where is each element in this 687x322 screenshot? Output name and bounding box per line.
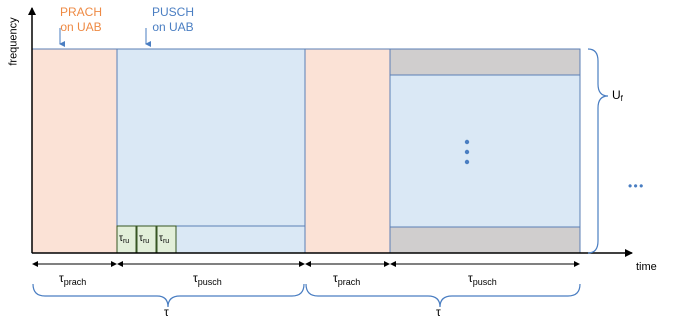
period-label-1: τ <box>164 305 169 319</box>
guard-band-bottom <box>389 226 581 254</box>
vertical-ellipsis-dot-2 <box>464 149 470 155</box>
ru-label-1: τru <box>119 233 130 246</box>
tau-prach-label-2: τprach <box>333 271 361 287</box>
pusch-on-uab-label: PUSCH on UAB <box>152 6 194 33</box>
pusch-region-1 <box>116 48 306 254</box>
bandwidth-brace <box>587 48 609 254</box>
prach-label-line2: on UAB <box>60 20 102 34</box>
tau-pusch-label-2: τpusch <box>468 271 497 287</box>
bandwidth-label: Uf <box>612 88 623 103</box>
period-brace-1 <box>32 283 305 308</box>
y-axis-label: frequency <box>7 17 20 66</box>
prach-on-uab-label: PRACH on UAB <box>60 6 102 33</box>
tau-pusch-label-1: τpusch <box>193 271 222 287</box>
prach-label-line1: PRACH <box>60 5 103 19</box>
period-brace-2 <box>305 283 581 308</box>
pusch-region-2 <box>389 48 581 254</box>
prach-region-1 <box>31 48 118 254</box>
tau-prach-label-1: τprach <box>59 271 87 287</box>
prach-region-2 <box>304 48 391 254</box>
vertical-ellipsis-dot-3 <box>464 159 470 165</box>
x-axis-label: time <box>636 261 657 273</box>
continuation-dots: • • • <box>628 179 643 193</box>
ru-label-3: τru <box>159 233 170 246</box>
guard-band-top <box>389 48 581 76</box>
ru-label-2: τru <box>139 233 150 246</box>
pusch-label-line1: PUSCH <box>152 5 195 19</box>
period-label-2: τ <box>436 305 441 319</box>
vertical-ellipsis-dot-1 <box>464 139 470 145</box>
pusch-label-line2: on UAB <box>152 20 194 34</box>
